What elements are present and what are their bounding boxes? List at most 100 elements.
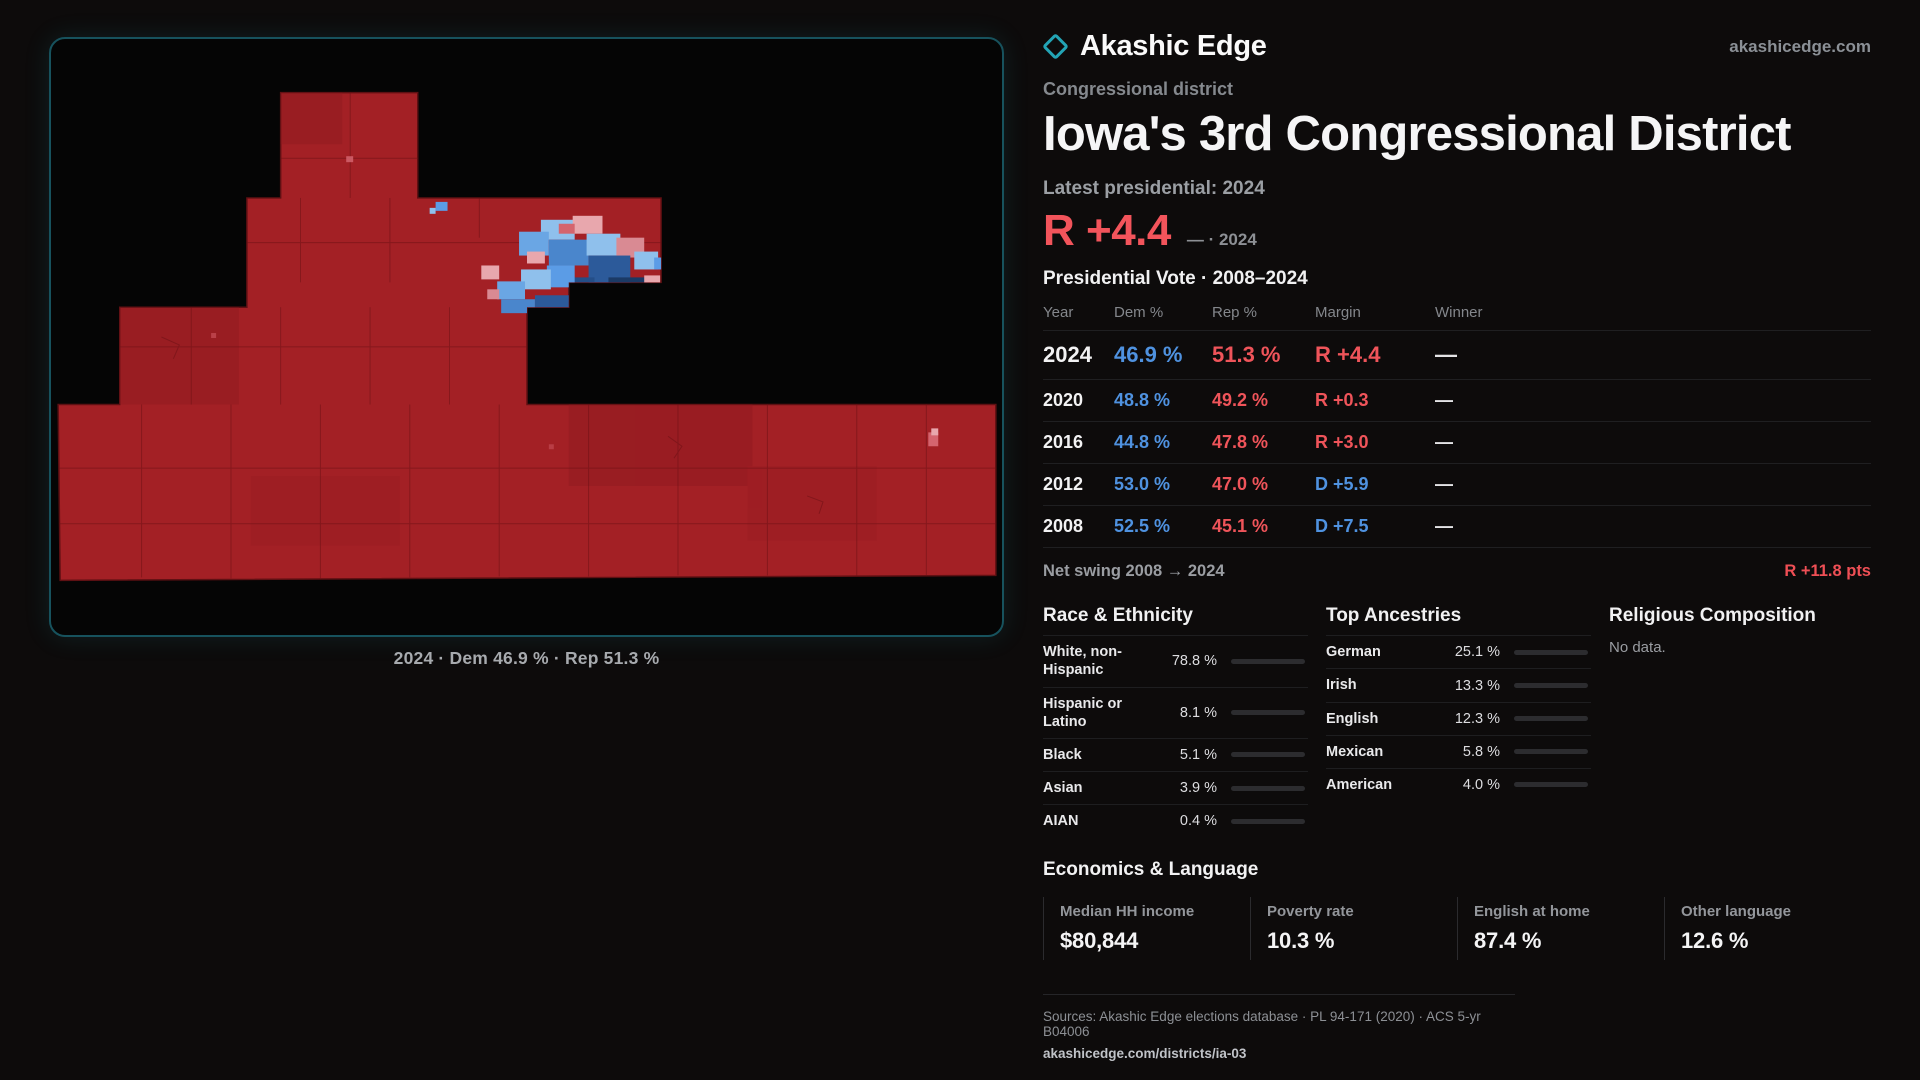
row-dem: 46.9 %	[1114, 342, 1183, 368]
list-item: AIAN 0.4 %	[1043, 804, 1308, 837]
permalink[interactable]: akashicedge.com/districts/ia-03	[1043, 1046, 1247, 1062]
ancestry-label: Irish	[1326, 677, 1357, 694]
row-margin: D +7.5	[1315, 516, 1369, 537]
race-value: 78.8 %	[1171, 653, 1217, 670]
col-rep: Rep %	[1212, 304, 1258, 322]
row-winner: —	[1435, 342, 1457, 368]
map-texture	[119, 92, 877, 546]
list-item: Mexican 5.8 %	[1326, 734, 1591, 768]
stat-card: Median HH income $80,844	[1043, 897, 1224, 961]
row-rep: 45.1 %	[1212, 516, 1269, 537]
ancestries-section: Top Ancestries German 25.1 % Irish 13.3 …	[1326, 605, 1591, 837]
race-label: Asian	[1043, 779, 1083, 796]
detail-panel: Akashic Edge akashicedge.com Congression…	[1042, 30, 1871, 1063]
religion-title: Religious Composition	[1609, 605, 1816, 627]
race-value: 8.1 %	[1179, 704, 1217, 721]
race-value: 0.4 %	[1179, 813, 1217, 830]
economics-title: Economics & Language	[1043, 859, 1259, 881]
row-rep: 47.0 %	[1212, 474, 1269, 495]
stat-value: $80,844	[1060, 928, 1139, 954]
stat-value: 10.3 %	[1267, 928, 1335, 954]
race-label: Black	[1043, 746, 1082, 763]
row-winner: —	[1435, 516, 1453, 537]
stat-value: 12.6 %	[1681, 928, 1749, 954]
list-item: German 25.1 %	[1326, 635, 1591, 668]
site-link[interactable]: akashicedge.com	[1729, 36, 1871, 56]
stat-card: Poverty rate 10.3 %	[1250, 897, 1431, 961]
demographics: Race & Ethnicity White, non-Hispanic 78.…	[1043, 605, 1871, 837]
race-label: White, non-Hispanic	[1043, 644, 1122, 679]
stat-label: English at home	[1474, 903, 1590, 921]
headline-margin: R +4.4	[1043, 206, 1171, 256]
row-margin: D +5.9	[1315, 474, 1369, 495]
ancestry-value: 5.8 %	[1462, 743, 1500, 760]
footer: Sources: Akashic Edge elections database…	[1043, 994, 1515, 1063]
race-bar	[1231, 658, 1305, 664]
row-year: 2008	[1043, 516, 1084, 537]
precinct-boundaries	[58, 92, 996, 579]
vote-table-title: Presidential Vote · 2008–2024	[1043, 268, 1308, 290]
vote-table-header: Year Dem % Rep % Margin Winner	[1043, 298, 1871, 332]
table-row: 2024 46.9 % 51.3 % R +4.4 —	[1043, 331, 1871, 381]
row-year: 2020	[1043, 390, 1084, 411]
row-margin: R +0.3	[1315, 390, 1369, 411]
ancestry-bar	[1514, 649, 1588, 655]
table-row: 2016 44.8 % 47.8 % R +3.0 —	[1043, 422, 1871, 465]
ancestry-bar	[1514, 683, 1588, 689]
stat-label: Poverty rate	[1267, 903, 1354, 921]
stat-card: English at home 87.4 %	[1457, 897, 1638, 961]
col-margin: Margin	[1315, 304, 1361, 322]
religion-empty: No data.	[1609, 639, 1666, 657]
ancestry-label: English	[1326, 710, 1379, 727]
ancestry-value: 4.0 %	[1462, 776, 1500, 793]
list-item: Asian 3.9 %	[1043, 770, 1308, 804]
table-row: 2012 53.0 % 47.0 % D +5.9 —	[1043, 464, 1871, 507]
row-winner: —	[1435, 474, 1453, 495]
row-year: 2012	[1043, 474, 1084, 495]
race-section: Race & Ethnicity White, non-Hispanic 78.…	[1043, 605, 1308, 837]
kicker: Congressional district	[1043, 79, 1234, 99]
ancestry-value: 13.3 %	[1454, 677, 1500, 694]
ancestry-label: German	[1326, 644, 1381, 661]
stat-label: Median HH income	[1060, 903, 1195, 921]
net-swing-value: R +11.8 pts	[1784, 562, 1871, 581]
race-title: Race & Ethnicity	[1043, 605, 1193, 627]
brand-diamond-icon	[1042, 33, 1069, 60]
race-value: 3.9 %	[1179, 780, 1217, 797]
religion-section: Religious Composition No data.	[1609, 605, 1871, 837]
economics-stats: Median HH income $80,844 Poverty rate 10…	[1043, 897, 1871, 961]
latest-presidential-label: Latest presidential: 2024	[1043, 178, 1265, 200]
ancestry-bar	[1514, 716, 1588, 722]
stat-label: Other language	[1681, 903, 1792, 921]
race-bar	[1231, 752, 1305, 758]
row-dem: 53.0 %	[1114, 474, 1171, 495]
race-label: AIAN	[1043, 813, 1079, 830]
ancestry-bar	[1514, 749, 1588, 755]
row-winner: —	[1435, 390, 1453, 411]
race-bar	[1231, 710, 1305, 716]
list-item: White, non-Hispanic 78.8 %	[1043, 635, 1308, 686]
headline-note: — · 2024	[1186, 230, 1257, 250]
row-dem: 44.8 %	[1114, 432, 1171, 453]
list-item: Hispanic or Latino 8.1 %	[1043, 686, 1308, 738]
race-value: 5.1 %	[1179, 746, 1217, 763]
ancestries-title: Top Ancestries	[1326, 605, 1462, 627]
net-swing-label: Net swing 2008 → 2024	[1043, 562, 1225, 581]
ancestry-label: Mexican	[1326, 743, 1384, 760]
district-map	[57, 91, 997, 582]
col-winner: Winner	[1435, 304, 1483, 322]
row-dem: 48.8 %	[1114, 390, 1171, 411]
vote-table: Year Dem % Rep % Margin Winner 2024 46.9…	[1043, 298, 1871, 549]
row-margin: R +3.0	[1315, 432, 1369, 453]
map-caption: 2024 · Dem 46.9 % · Rep 51.3 %	[393, 648, 660, 668]
district-map-panel	[49, 37, 1004, 637]
ancestry-value: 25.1 %	[1454, 644, 1500, 661]
race-bar	[1231, 785, 1305, 791]
row-year: 2016	[1043, 432, 1084, 453]
net-swing: Net swing 2008 → 2024 R +11.8 pts	[1043, 562, 1871, 581]
race-label: Hispanic or Latino	[1043, 695, 1122, 730]
list-item: English 12.3 %	[1326, 701, 1591, 735]
sources-text: Sources: Akashic Edge elections database…	[1043, 1009, 1481, 1040]
header: Akashic Edge akashicedge.com	[1042, 30, 1871, 63]
